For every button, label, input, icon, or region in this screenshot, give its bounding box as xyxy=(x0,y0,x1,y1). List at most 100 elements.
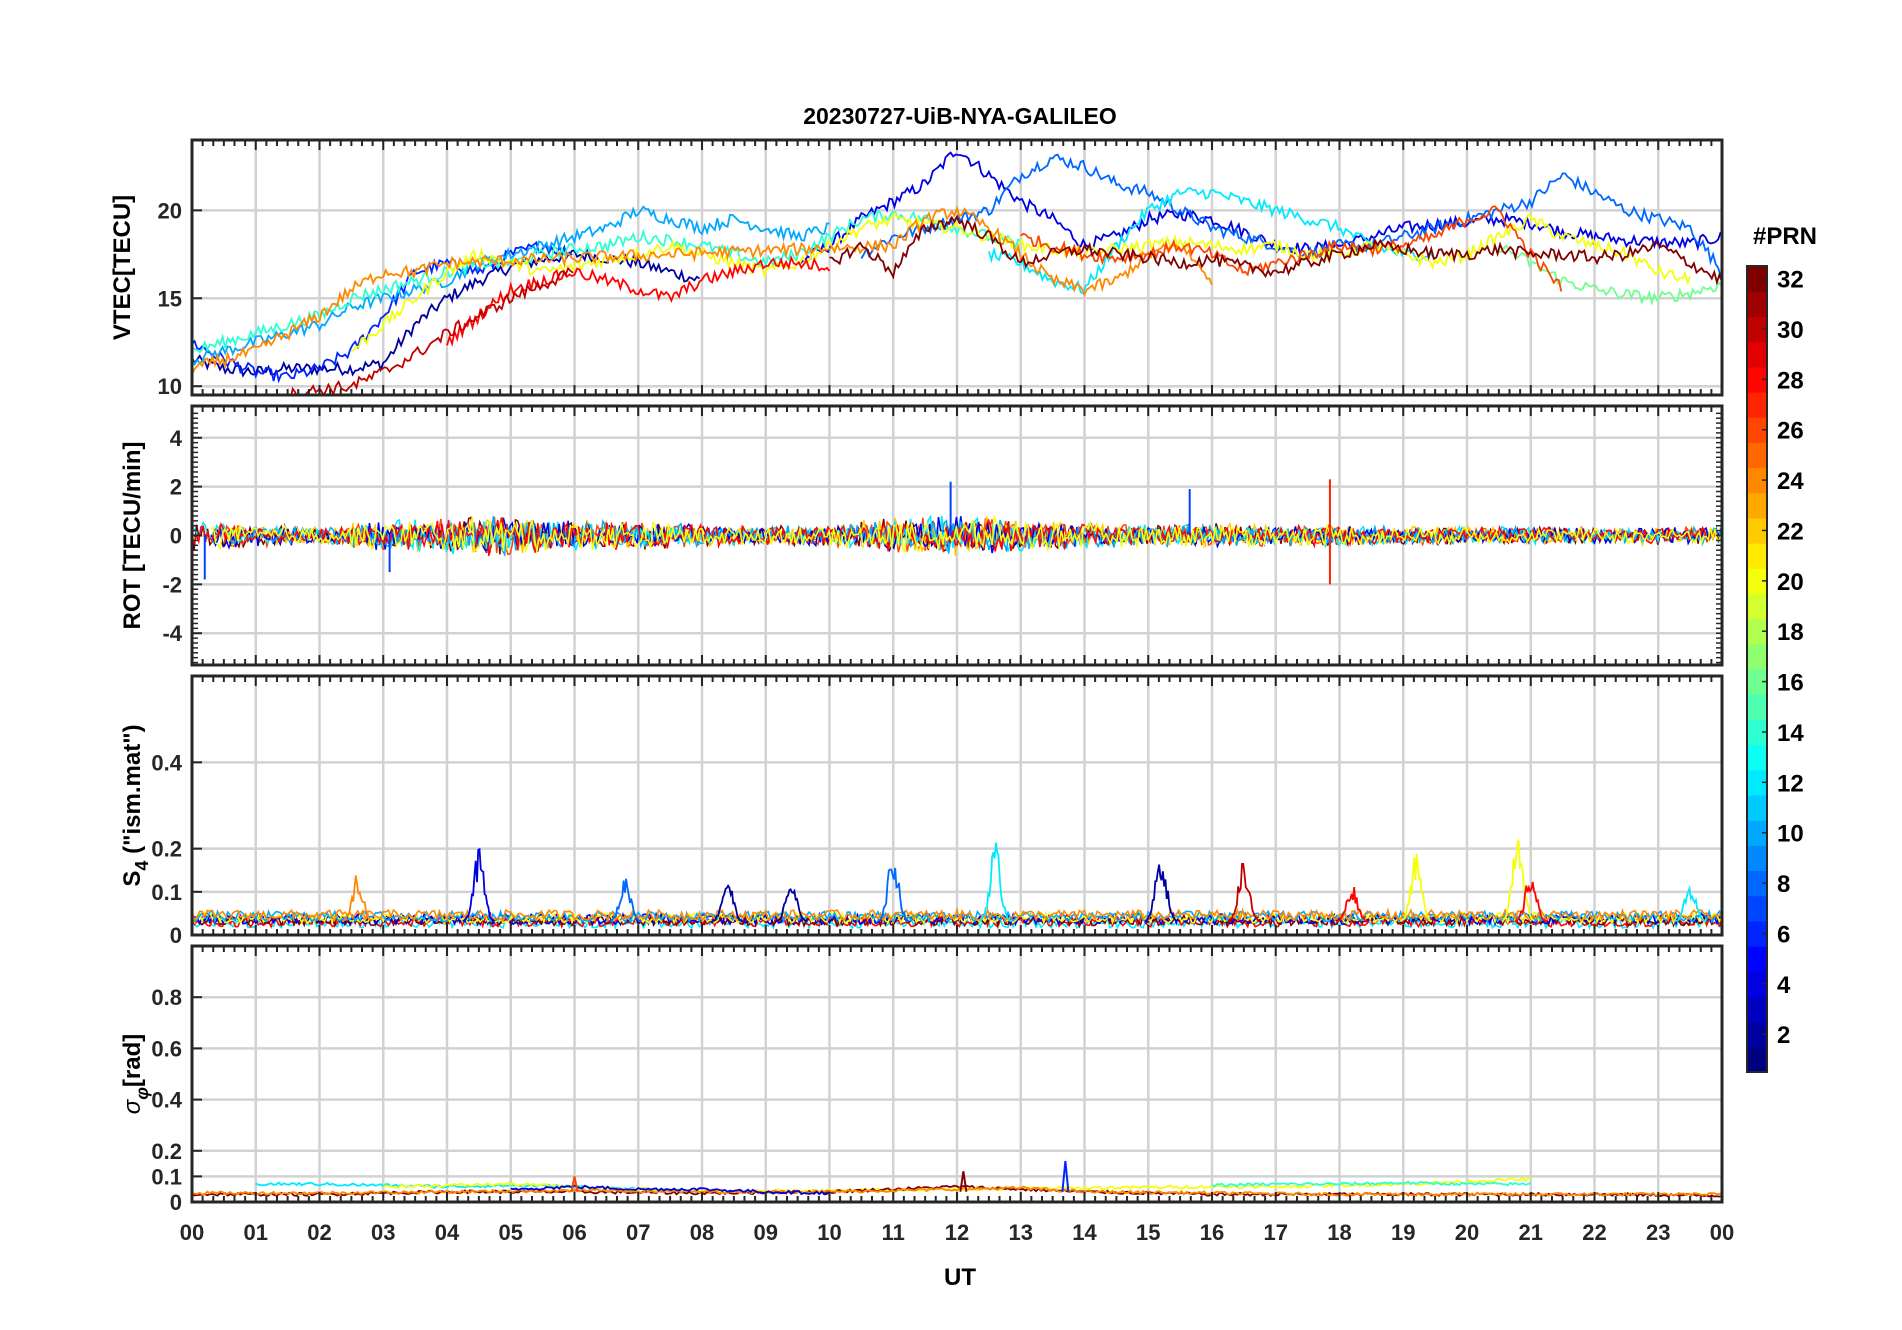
colorbar-band xyxy=(1747,366,1767,393)
x-tick-label: 14 xyxy=(1072,1220,1097,1245)
s4-ylabel-sub: 4 xyxy=(132,861,152,871)
panel-rot: -4 -2 0 2 4 ROT [TECU/min] xyxy=(119,404,1724,667)
s4-burst-prn-2 xyxy=(711,884,744,923)
colorbar-band xyxy=(1747,719,1767,746)
s4-ylabel-rest: ("ism.mat") xyxy=(119,724,146,860)
s4-ytick-label: 0.4 xyxy=(151,750,182,775)
sigma-ylabel-main: σ xyxy=(119,1098,146,1114)
colorbar-band xyxy=(1747,643,1767,670)
sigma-ytick-label: 0.2 xyxy=(151,1139,182,1164)
x-tick-label: 02 xyxy=(307,1220,331,1245)
colorbar-band xyxy=(1747,417,1767,443)
colorbar-band xyxy=(1747,593,1767,620)
sigma-ylabel: σφ[rad] xyxy=(119,1034,152,1115)
vtec-series-prn-12 xyxy=(988,187,1436,295)
colorbar-band xyxy=(1747,316,1767,343)
x-tick-label: 00 xyxy=(1710,1220,1734,1245)
colorbar-band xyxy=(1747,669,1767,695)
colorbar-band xyxy=(1747,820,1767,846)
colorbar-band xyxy=(1747,971,1767,998)
x-tick-label: 07 xyxy=(626,1220,650,1245)
colorbar-band xyxy=(1747,467,1767,494)
x-tick-label: 05 xyxy=(499,1220,523,1245)
rot-series-prn-28 xyxy=(192,517,1721,556)
vtec-series-prn-24 xyxy=(192,205,1213,375)
sigma-ytick-label: 0.8 xyxy=(151,985,182,1010)
s4-ylabel: S4 ("ism.mat") xyxy=(119,724,152,886)
sigma-ytick-label: 0.4 xyxy=(151,1088,182,1113)
rot-ytick-label: 2 xyxy=(170,475,182,500)
sigma-ylabel-sub: φ xyxy=(132,1087,152,1100)
sigma-series-prn-4 xyxy=(510,1184,831,1196)
s4-burst-prn-20 xyxy=(1501,839,1535,922)
s4-series-prn-24 xyxy=(192,907,1722,924)
rot-series-prn-20 xyxy=(210,514,1722,554)
colorbar-band xyxy=(1747,442,1767,469)
colorbar-tick-label: 18 xyxy=(1777,619,1804,646)
colorbar-band xyxy=(1747,492,1767,519)
s4-burst-prn-8 xyxy=(609,878,642,923)
s4-burst-prn-28 xyxy=(1514,881,1547,923)
s4-burst-prn-12 xyxy=(1673,885,1707,923)
s4-burst-prn-20 xyxy=(1399,853,1433,923)
vtec-series-prn-30 xyxy=(290,266,574,395)
x-tick-label: 15 xyxy=(1136,1220,1160,1245)
rot-ytick-label: -4 xyxy=(162,621,182,646)
x-tick-label: 13 xyxy=(1009,1220,1033,1245)
x-tick-label: 12 xyxy=(945,1220,969,1245)
x-tick-label: 01 xyxy=(244,1220,268,1245)
x-tick-label: 19 xyxy=(1391,1220,1415,1245)
x-tick-label: 10 xyxy=(817,1220,841,1245)
colorbar-band xyxy=(1747,794,1767,821)
s4-series-prn-10 xyxy=(192,908,1722,925)
colorbar-title: #PRN xyxy=(1753,223,1817,250)
colorbar-band xyxy=(1747,517,1767,544)
colorbar-band xyxy=(1747,291,1767,317)
colorbar-band xyxy=(1747,266,1767,292)
x-axis-tick-labels: 00 01 02 03 04 05 06 07 08 09 10 11 12 13 14 15 16 17 18 19… xyxy=(180,1220,1734,1245)
rot-series-prn-12 xyxy=(192,514,1722,556)
colorbar-tick-label: 14 xyxy=(1777,720,1804,747)
rot-series-group xyxy=(192,479,1722,585)
s4-burst-prn-12 xyxy=(979,842,1012,923)
vtec-series-prn-28 xyxy=(446,254,831,347)
colorbar-frame xyxy=(1746,265,1768,1073)
colorbar-band xyxy=(1747,769,1767,796)
vtec-series-prn-10 xyxy=(192,205,830,366)
x-tick-label: 22 xyxy=(1582,1220,1606,1245)
x-tick-label: 11 xyxy=(882,1220,905,1245)
colorbar-band xyxy=(1747,391,1767,418)
vtec-series-prn-26 xyxy=(1020,205,1563,292)
sigma-ytick-label: 0.6 xyxy=(151,1036,182,1061)
colorbar-tick-label: 2 xyxy=(1777,1022,1790,1049)
colorbar-tick-label: 28 xyxy=(1777,367,1804,394)
colorbar-tick-label: 32 xyxy=(1777,267,1804,294)
s4-ytick-label: 0.2 xyxy=(151,837,182,862)
colorbar-band xyxy=(1747,870,1767,897)
s4-burst-prn-30 xyxy=(1227,862,1261,923)
s4-ylabel-main: S xyxy=(119,871,146,887)
x-tick-label: 09 xyxy=(754,1220,778,1245)
colorbar-tick-label: 8 xyxy=(1777,871,1790,898)
sigma-spike xyxy=(1061,1160,1070,1192)
colorbar-band xyxy=(1747,694,1767,720)
sigma-spike xyxy=(570,1176,579,1192)
colorbar-band xyxy=(1747,1046,1767,1073)
colorbar-tick-label: 24 xyxy=(1777,468,1804,495)
s4-burst-prn-4 xyxy=(462,847,496,922)
panel-sigma: 00.10.2 0.4 0.6 0.8 σφ[rad] xyxy=(119,944,1724,1215)
x-tick-label: 03 xyxy=(371,1220,395,1245)
vtec-ylabel: VTEC[TECU] xyxy=(109,195,136,340)
colorbar-tick-label: 12 xyxy=(1777,770,1804,797)
s4-burst-prn-2 xyxy=(775,888,808,923)
colorbar-tick-label: 26 xyxy=(1777,418,1804,445)
x-tick-label: 18 xyxy=(1327,1220,1351,1245)
figure-title: 20230727-UiB-NYA-GALILEO xyxy=(803,103,1117,129)
x-tick-label: 23 xyxy=(1646,1220,1670,1245)
colorbar-tick-label: 20 xyxy=(1777,569,1804,596)
x-tick-label: 21 xyxy=(1519,1220,1543,1245)
x-tick-label: 20 xyxy=(1455,1220,1479,1245)
s4-burst-prn-24 xyxy=(341,875,373,923)
